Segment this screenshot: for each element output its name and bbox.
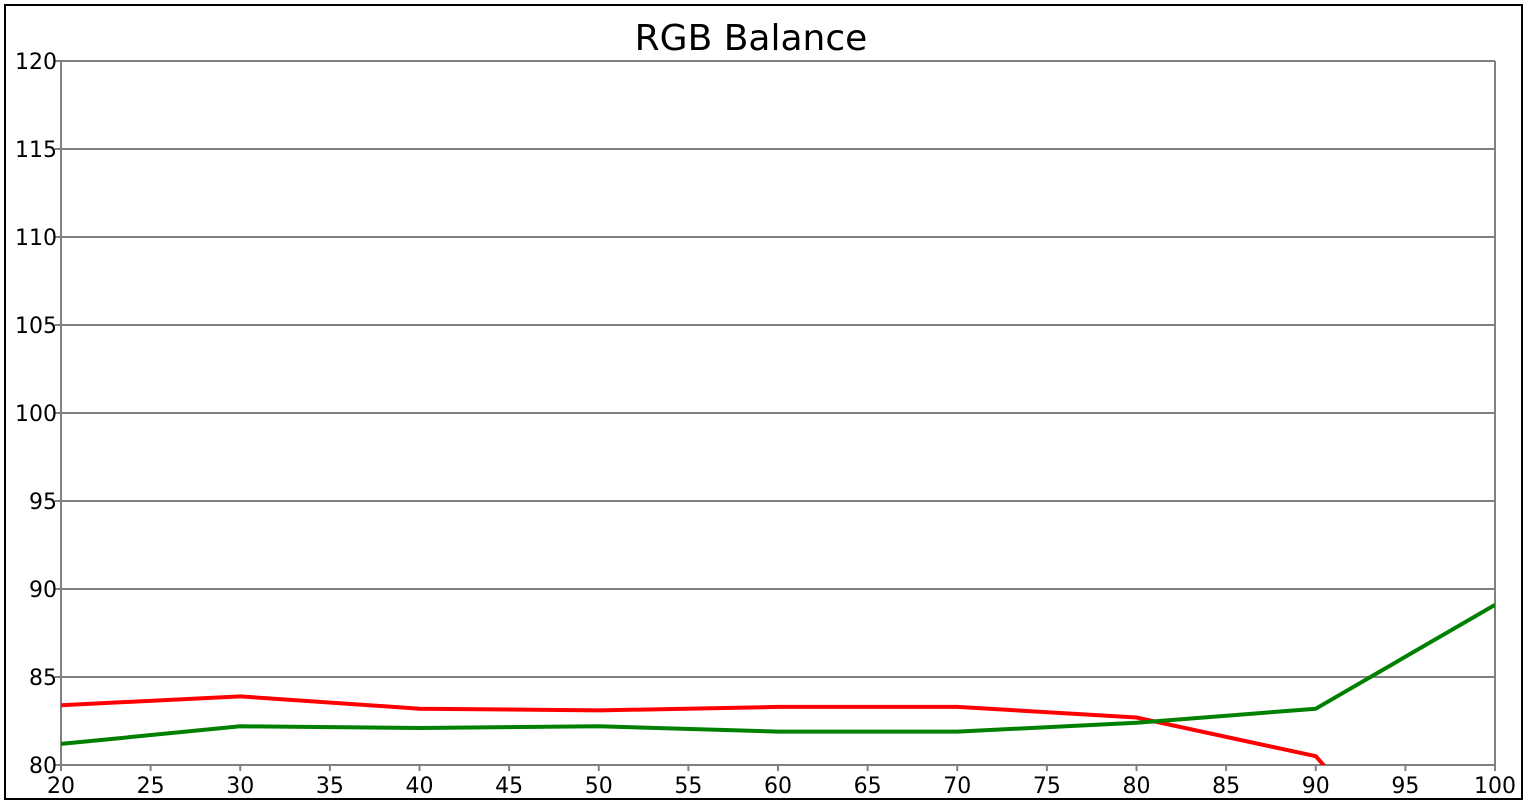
y-tick-label: 90 (29, 578, 57, 603)
x-tick-label: 55 (674, 774, 702, 799)
x-tick-label: 65 (854, 774, 882, 799)
x-tick-label: 30 (226, 774, 254, 799)
y-tick-label: 100 (15, 402, 57, 427)
y-tick-label: 95 (29, 490, 57, 515)
chart-frame (4, 4, 1523, 800)
x-tick-label: 85 (1212, 774, 1240, 799)
y-tick-label: 115 (15, 138, 57, 163)
x-tick-label: 80 (1123, 774, 1151, 799)
x-tick-label: 25 (137, 774, 165, 799)
x-tick-label: 45 (495, 774, 523, 799)
series-line-2 (61, 603, 1495, 746)
y-tick-label: 80 (29, 754, 57, 779)
x-tick-label: 60 (764, 774, 792, 799)
y-tick-label: 85 (29, 666, 57, 691)
series-lines (61, 603, 1495, 765)
x-tick-label: 75 (1033, 774, 1061, 799)
x-tick-label: 50 (585, 774, 613, 799)
y-tick-label: 120 (15, 50, 57, 75)
x-tick-label: 100 (1474, 774, 1516, 799)
x-tick-label: 20 (47, 774, 75, 799)
x-tick-label: 35 (316, 774, 344, 799)
x-tick-label: 40 (406, 774, 434, 799)
y-tick-label: 110 (15, 226, 57, 251)
x-tick-label: 95 (1391, 774, 1419, 799)
y-tick-label: 105 (15, 314, 57, 339)
tick-labels: 80 85 90 95 100 105 110 115 120 20 25 30 35 40 45 50 55 6… (15, 50, 1516, 799)
axes (55, 60, 1496, 771)
x-tick-label: 90 (1302, 774, 1330, 799)
x-tick-label: 70 (943, 774, 971, 799)
grid-lines (61, 60, 1495, 678)
series-line-1 (61, 694, 1327, 765)
chart-title: RGB Balance (635, 18, 868, 59)
